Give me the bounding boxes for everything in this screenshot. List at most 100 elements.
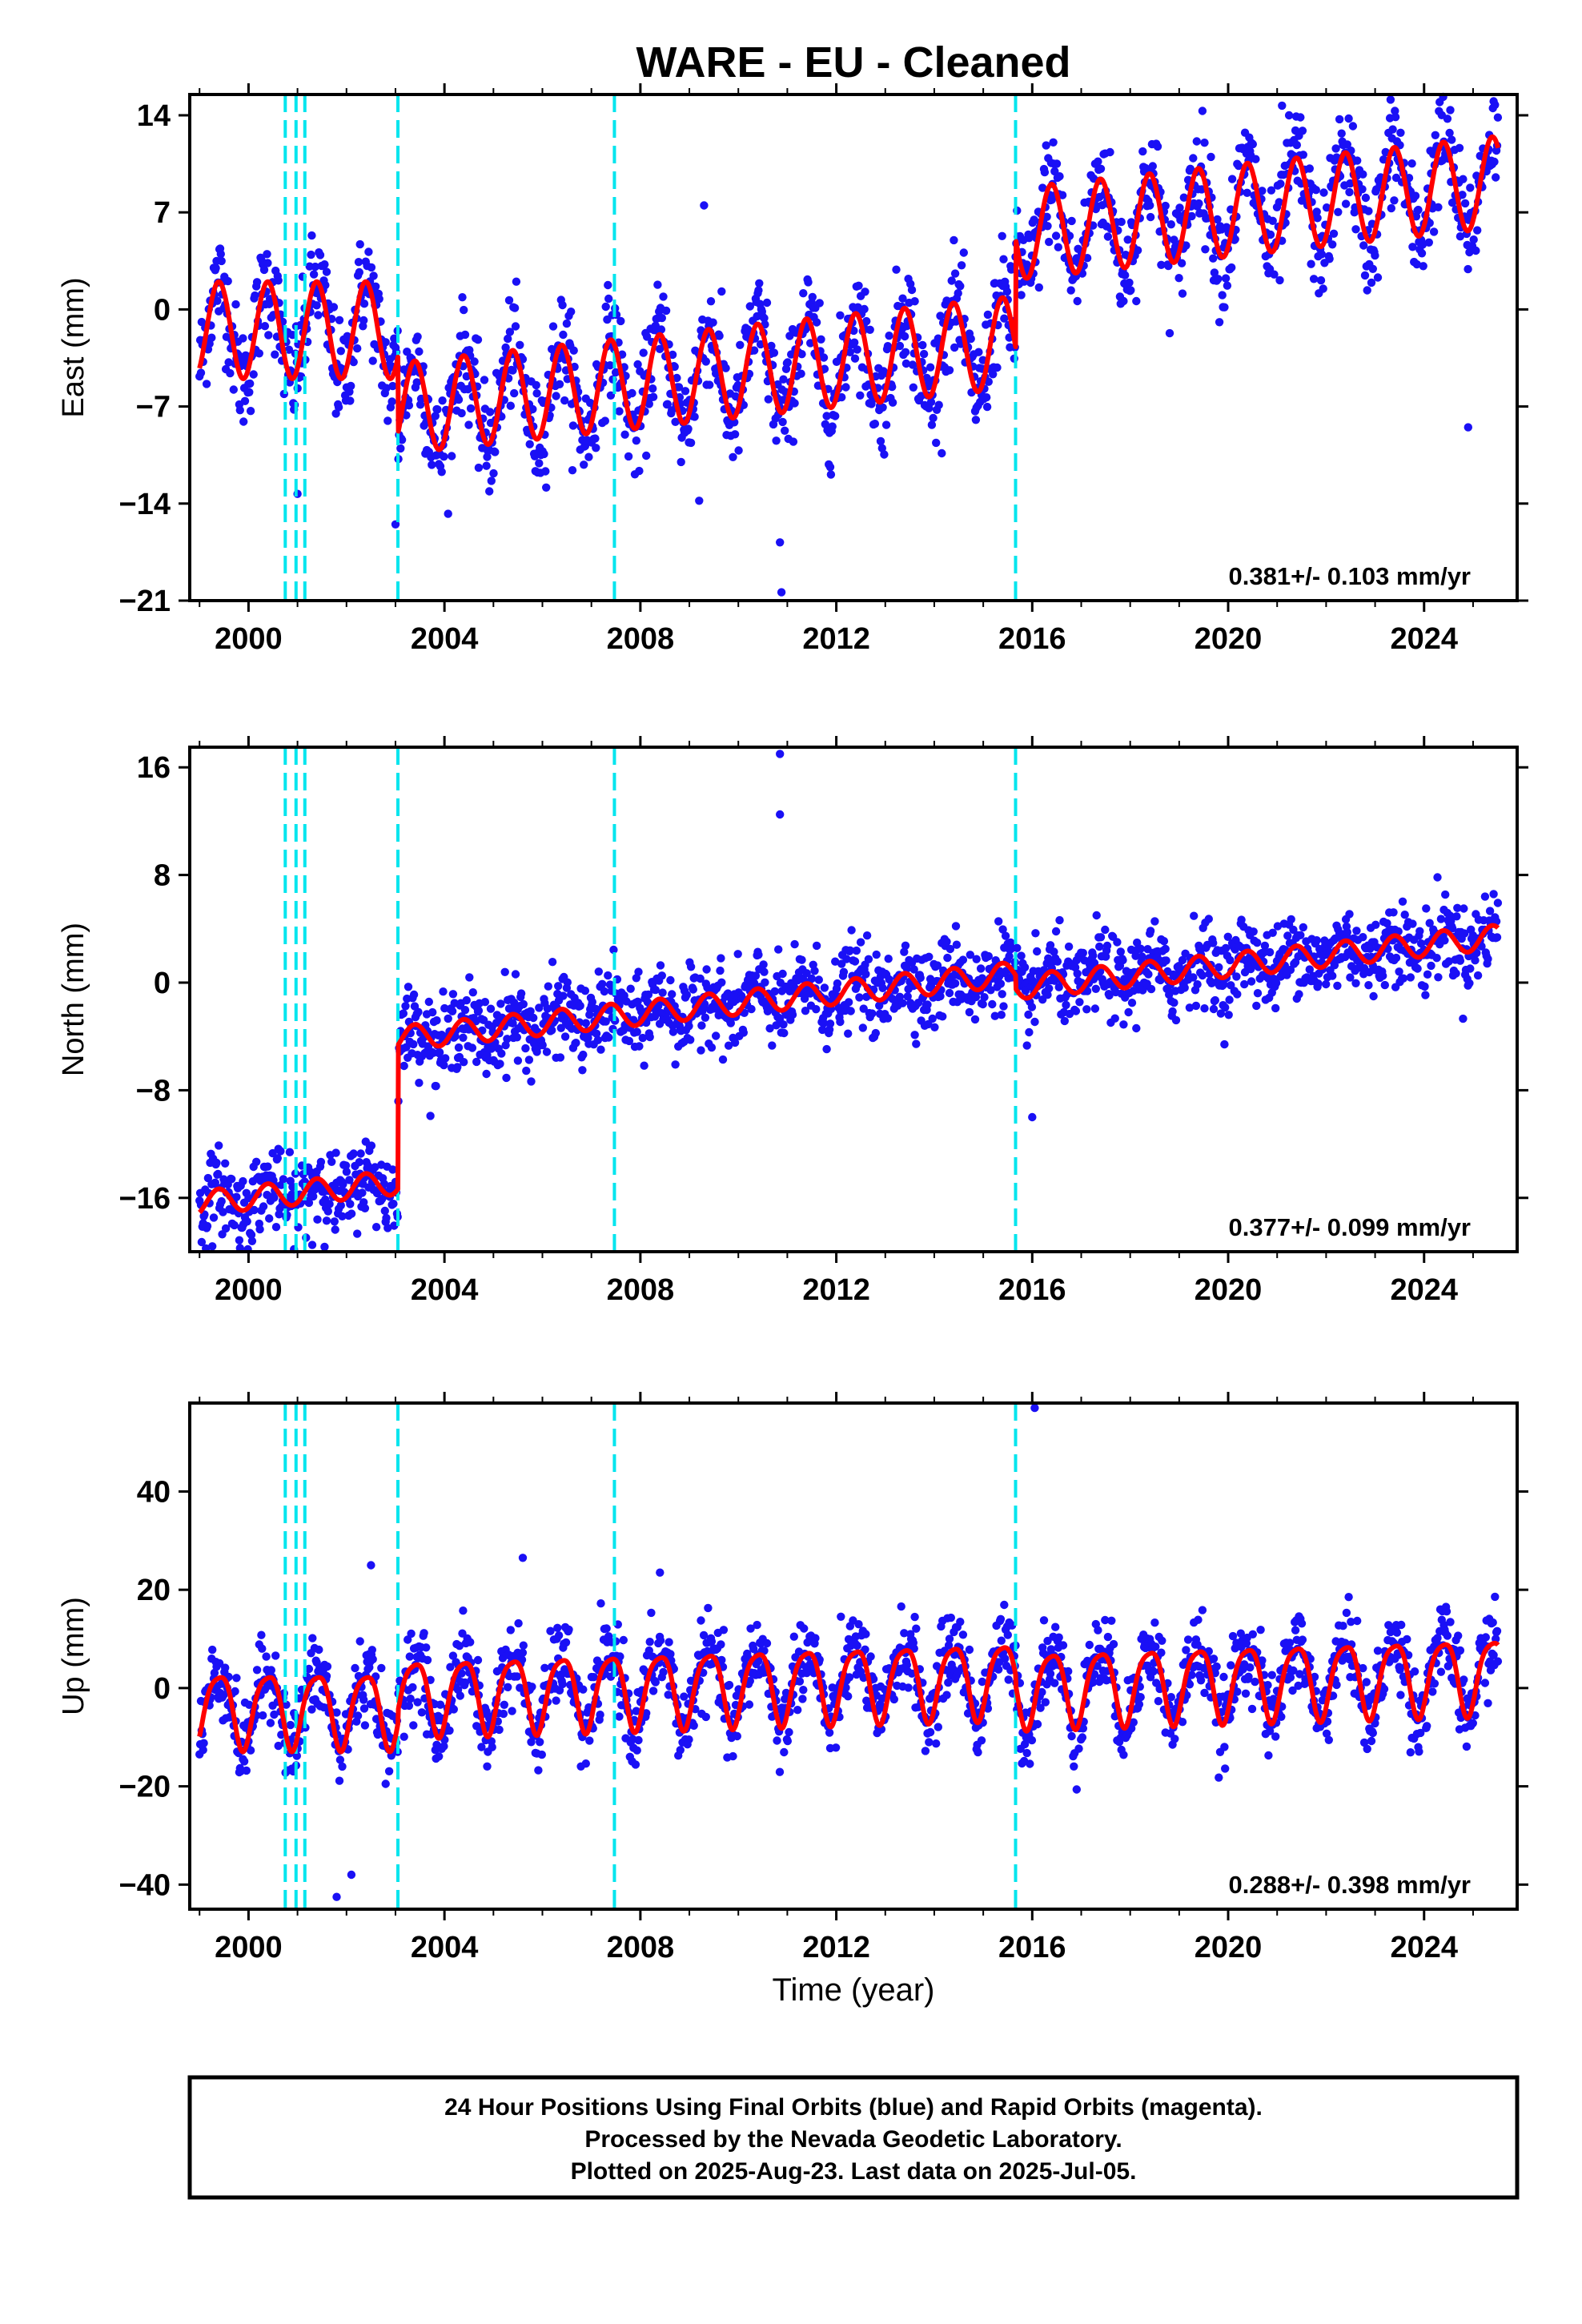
east-data-point <box>336 347 345 356</box>
north-data-point <box>320 1242 329 1252</box>
north-data-point <box>1110 1014 1119 1023</box>
north-data-point <box>883 1014 893 1023</box>
north-data-point <box>779 1020 788 1029</box>
north-data-point <box>884 955 893 963</box>
east-data-point <box>706 297 716 306</box>
north-data-point <box>454 1043 464 1052</box>
east-data-point <box>239 417 248 426</box>
north-data-point <box>355 1158 363 1167</box>
east-data-point <box>831 412 840 420</box>
north-data-point <box>322 1216 331 1225</box>
north-data-point <box>1171 1015 1181 1025</box>
east-data-point <box>690 412 699 421</box>
north-data-point <box>497 1049 506 1058</box>
east-data-point <box>387 397 396 406</box>
north-data-point <box>1045 984 1054 993</box>
north-outlier-point <box>513 1056 523 1065</box>
north-data-point <box>1283 931 1292 940</box>
east-data-point <box>359 300 369 308</box>
up-data-point <box>445 1726 454 1735</box>
east-data-point <box>562 319 572 328</box>
east-data-point <box>1455 143 1464 152</box>
north-data-point <box>885 975 893 984</box>
up-data-point <box>977 1736 986 1745</box>
north-data-point <box>702 965 711 974</box>
east-data-point <box>1359 241 1368 250</box>
north-data-point <box>950 979 960 988</box>
up-data-point <box>373 1730 383 1739</box>
east-data-point <box>984 377 994 386</box>
up-data-point <box>773 1736 781 1745</box>
up-data-point <box>564 1625 573 1634</box>
east-data-point <box>364 247 373 256</box>
north-data-point <box>367 1141 376 1150</box>
up-data-point <box>585 1736 594 1745</box>
east-data-point <box>668 406 677 415</box>
north-data-point <box>898 999 907 1007</box>
east-data-point <box>246 407 255 416</box>
east-data-point <box>251 291 259 300</box>
east-data-point <box>413 332 422 341</box>
east-data-point <box>1334 207 1343 216</box>
chart-title: WARE - EU - Cleaned <box>636 38 1070 86</box>
east-data-point <box>642 332 652 341</box>
up-data-point <box>944 1678 953 1687</box>
north-data-point <box>554 982 563 991</box>
east-data-point <box>487 476 496 485</box>
east-data-point <box>568 421 578 430</box>
east-data-point <box>1305 164 1315 173</box>
east-data-point <box>1348 122 1358 131</box>
north-data-point <box>1253 939 1262 947</box>
north-data-point <box>790 939 799 949</box>
up-data-point <box>417 1708 427 1717</box>
east-data-point <box>371 282 380 291</box>
east-data-point <box>1371 251 1379 260</box>
north-data-point <box>759 960 768 969</box>
east-data-point <box>601 302 610 312</box>
up-data-point <box>423 1655 432 1665</box>
east-data-point <box>888 398 897 407</box>
east-x-tick-label: 2008 <box>607 622 675 656</box>
east-data-point <box>604 294 613 304</box>
up-data-point <box>956 1618 965 1626</box>
east-data-point <box>1045 237 1054 247</box>
east-data-point <box>245 388 254 396</box>
east-data-point <box>648 384 657 393</box>
east-data-point <box>925 404 934 412</box>
north-data-point <box>519 999 528 1009</box>
north-data-point <box>1492 933 1502 942</box>
east-data-point <box>511 322 520 331</box>
north-data-point <box>265 1214 274 1223</box>
east-data-point <box>592 444 600 452</box>
north-data-point <box>331 1225 339 1234</box>
east-data-point <box>1387 203 1396 213</box>
east-data-point <box>950 269 960 278</box>
east-data-point <box>926 363 935 372</box>
north-data-point <box>1031 929 1040 938</box>
north-x-tick-label: 2000 <box>215 1273 283 1307</box>
east-data-point <box>307 250 315 259</box>
east-data-point <box>1344 114 1353 123</box>
east-data-point <box>1360 271 1370 280</box>
east-data-point <box>1043 222 1052 231</box>
east-data-point <box>1419 262 1427 271</box>
up-data-point <box>645 1638 654 1647</box>
north-data-point <box>852 946 861 955</box>
up-data-point <box>420 1629 428 1638</box>
east-data-point <box>491 448 500 456</box>
up-data-point <box>707 1637 717 1646</box>
north-x-tick-label: 2008 <box>607 1273 675 1307</box>
up-data-point <box>798 1695 807 1703</box>
north-data-point <box>529 1013 538 1023</box>
east-data-point <box>982 393 991 402</box>
east-x-tick-label: 2024 <box>1390 622 1458 656</box>
up-data-point <box>689 1721 698 1730</box>
east-data-point <box>1284 111 1294 120</box>
east-data-point <box>448 452 456 460</box>
north-data-point <box>1415 927 1424 936</box>
east-data-point <box>1106 147 1114 157</box>
up-data-point <box>811 1634 820 1642</box>
east-data-point <box>263 259 272 267</box>
up-data-point <box>407 1629 416 1638</box>
